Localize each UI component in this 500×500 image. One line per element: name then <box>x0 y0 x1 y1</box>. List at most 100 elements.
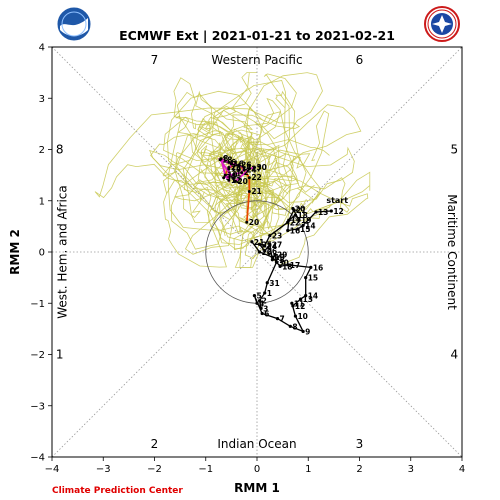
observed-point <box>273 252 277 257</box>
region-label-bottom: Indian Ocean <box>217 437 296 451</box>
y-axis-label: RMM 2 <box>8 229 22 275</box>
observed-day-label: 20 <box>295 204 305 213</box>
observed-point <box>263 244 267 248</box>
observed-day-label: 25 <box>262 240 272 249</box>
observed-point <box>293 213 298 217</box>
observed-point <box>301 223 305 227</box>
observed-point <box>278 264 282 268</box>
observed-day-label: 20 <box>262 248 272 257</box>
ensemble-trace <box>173 77 279 202</box>
observed-point <box>260 311 264 316</box>
observed-day-label: 24 <box>267 242 277 251</box>
ensemble-trace <box>191 130 297 234</box>
x-tick-label: −2 <box>147 464 162 475</box>
observed-trajectory: 1213141516171819202122232425262728293031… <box>250 196 348 336</box>
observed-point <box>270 255 274 259</box>
observed-point <box>255 301 259 305</box>
y-tick-label: 0 <box>39 248 45 259</box>
ensemble-trace <box>197 72 294 193</box>
observed-day-label: 9 <box>305 327 310 336</box>
phase-number-6: 6 <box>356 53 364 67</box>
forecast-day-label: 14 <box>231 164 241 173</box>
forecast-point <box>240 171 244 175</box>
y-tick-label: 2 <box>39 145 45 156</box>
observed-point <box>252 293 257 298</box>
ensemble-mean-forecast: 20212224262830124681012141618202730 <box>217 154 267 227</box>
observed-day-label: 30 <box>278 258 288 267</box>
forecast-point <box>227 160 231 164</box>
observed-day-label: 23 <box>272 232 282 241</box>
observed-day-label: 15 <box>300 225 310 234</box>
observed-point <box>304 293 308 298</box>
observed-day-label: 12 <box>333 207 343 216</box>
ensemble-trace <box>162 116 299 209</box>
observed-point <box>296 227 300 231</box>
credit-label: Climate Prediction Center <box>52 486 183 496</box>
phase-number-7: 7 <box>151 53 159 67</box>
y-tick-label: −1 <box>30 299 45 310</box>
forecast-point <box>218 158 222 162</box>
observed-point <box>309 265 313 269</box>
observed-day-label: 8 <box>292 322 297 331</box>
ensemble-trace <box>167 90 278 214</box>
ensemble-trace <box>222 131 274 236</box>
phase-number-1: 1 <box>56 348 64 362</box>
x-axis-label: RMM 1 <box>234 481 280 495</box>
diagonal-grid-line <box>51 46 463 458</box>
x-tick-label: −4 <box>45 464 60 475</box>
observed-point <box>268 234 272 238</box>
phase-number-4: 4 <box>450 348 458 362</box>
ensemble-trace <box>210 155 283 219</box>
region-label-top: Western Pacific <box>211 53 302 67</box>
observed-point <box>290 301 294 305</box>
phase-number-3: 3 <box>356 437 364 451</box>
observed-point <box>298 297 303 301</box>
observed-point <box>301 329 305 334</box>
observed-day-label: 11 <box>294 299 304 308</box>
forecast-point <box>237 163 241 167</box>
nws-logo <box>424 6 460 42</box>
y-tick-label: 4 <box>39 43 45 54</box>
observed-point <box>257 250 262 254</box>
observed-day-label: 13 <box>303 295 313 304</box>
observed-point <box>286 220 290 224</box>
observed-point <box>274 260 279 264</box>
observed-point <box>265 281 269 285</box>
forecast-day-label: 18 <box>222 155 232 164</box>
forecast-day-label: 1 <box>236 170 241 179</box>
y-tick-label: 3 <box>39 94 45 105</box>
observed-day-label: 18 <box>297 211 307 220</box>
forecast-point <box>223 173 227 177</box>
observed-point <box>257 242 262 246</box>
forecast-point <box>247 176 251 180</box>
observed-day-label: 16 <box>313 263 323 272</box>
forecast-day-label: 4 <box>246 163 251 172</box>
y-tick-label: −2 <box>30 350 45 361</box>
forecast-day-label: 20 <box>237 177 247 186</box>
forecast-day-label: 27 <box>251 164 261 173</box>
observed-point <box>263 291 267 295</box>
forecast-point <box>227 167 231 171</box>
forecast-day-label: 6 <box>231 158 236 167</box>
observed-point <box>288 324 292 328</box>
observed-day-label: 17 <box>290 261 300 270</box>
observed-day-label: 21 <box>254 238 264 247</box>
ensemble-trace <box>174 116 250 255</box>
observed-day-label: 17 <box>291 216 301 225</box>
observed-point <box>270 258 274 262</box>
region-label-left: West. Hem. and Africa <box>55 185 69 318</box>
forecast-day-label: 2 <box>244 168 249 177</box>
start-label: start <box>326 196 348 205</box>
observed-day-label: 19 <box>301 216 311 225</box>
observed-day-label: 12 <box>295 302 305 311</box>
observed-day-label: 6 <box>264 310 269 319</box>
observed-day-label: 28 <box>274 256 284 265</box>
forecast-point <box>229 162 233 166</box>
x-tick-label: 3 <box>408 464 414 475</box>
phase-number-5: 5 <box>450 143 458 157</box>
observed-day-label: 5 <box>256 292 261 301</box>
forecast-point <box>247 167 251 171</box>
observed-day-label: 19 <box>274 253 284 262</box>
forecast-day-label: 26 <box>241 160 251 169</box>
